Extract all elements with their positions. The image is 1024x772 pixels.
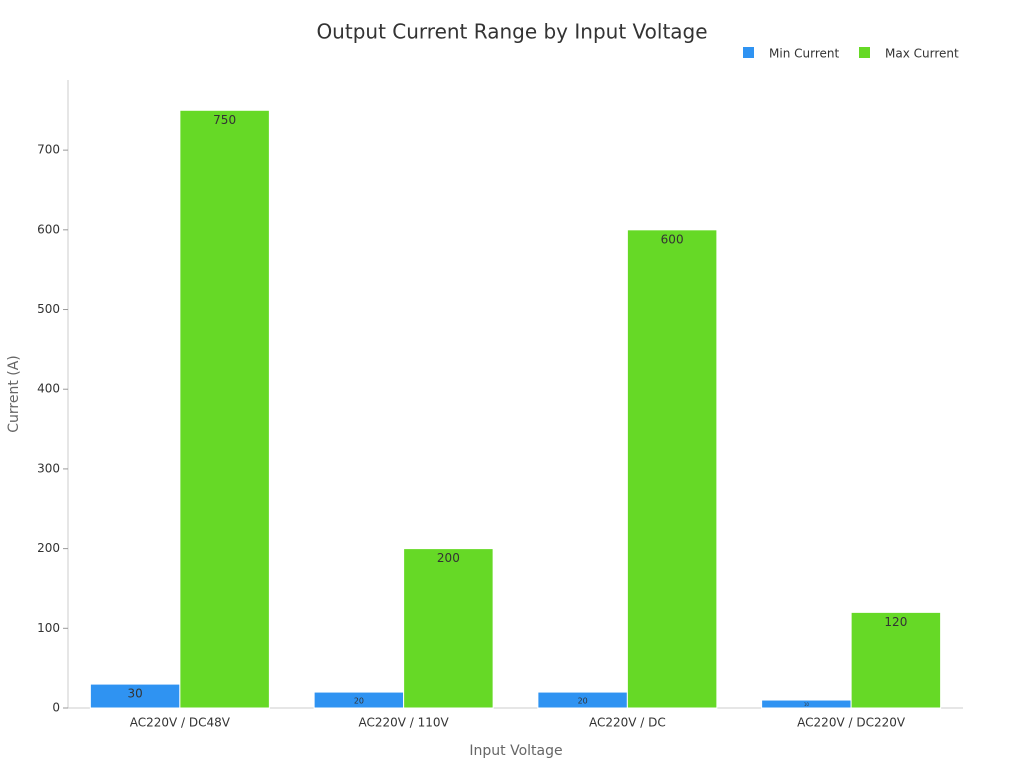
legend-label: Max Current <box>885 47 959 61</box>
legend-swatch <box>859 47 870 58</box>
data-label: 750 <box>213 113 236 127</box>
x-tick-label: AC220V / 110V <box>358 716 449 730</box>
data-label: 120 <box>884 615 907 629</box>
x-tick-label: AC220V / DC <box>589 716 666 730</box>
y-tick-label: 700 <box>37 143 60 157</box>
x-tick-label: AC220V / DC220V <box>797 716 906 730</box>
data-label: 20 <box>578 697 588 706</box>
bar <box>626 229 718 709</box>
bar <box>403 548 494 709</box>
data-label: 20 <box>354 697 364 706</box>
bar <box>850 611 942 709</box>
data-label: 10 <box>804 702 810 707</box>
y-tick-label: 400 <box>37 382 60 396</box>
data-label: 200 <box>437 551 460 565</box>
x-tick-label: AC220V / DC48V <box>130 716 231 730</box>
y-tick-label: 500 <box>37 302 60 316</box>
y-tick-label: 100 <box>37 621 60 635</box>
y-tick-label: 200 <box>37 541 60 555</box>
legend-swatch <box>743 47 754 58</box>
legend-label: Min Current <box>769 47 839 61</box>
x-axis-label: Input Voltage <box>469 743 562 759</box>
y-axis-label: Current (A) <box>6 355 22 433</box>
y-tick-label: 600 <box>37 222 60 236</box>
data-label: 600 <box>661 232 684 246</box>
y-tick-label: 0 <box>52 701 60 715</box>
bar <box>179 109 270 709</box>
data-label: 30 <box>128 687 143 701</box>
y-tick-label: 300 <box>37 461 60 475</box>
chart-title: Output Current Range by Input Voltage <box>316 20 707 44</box>
